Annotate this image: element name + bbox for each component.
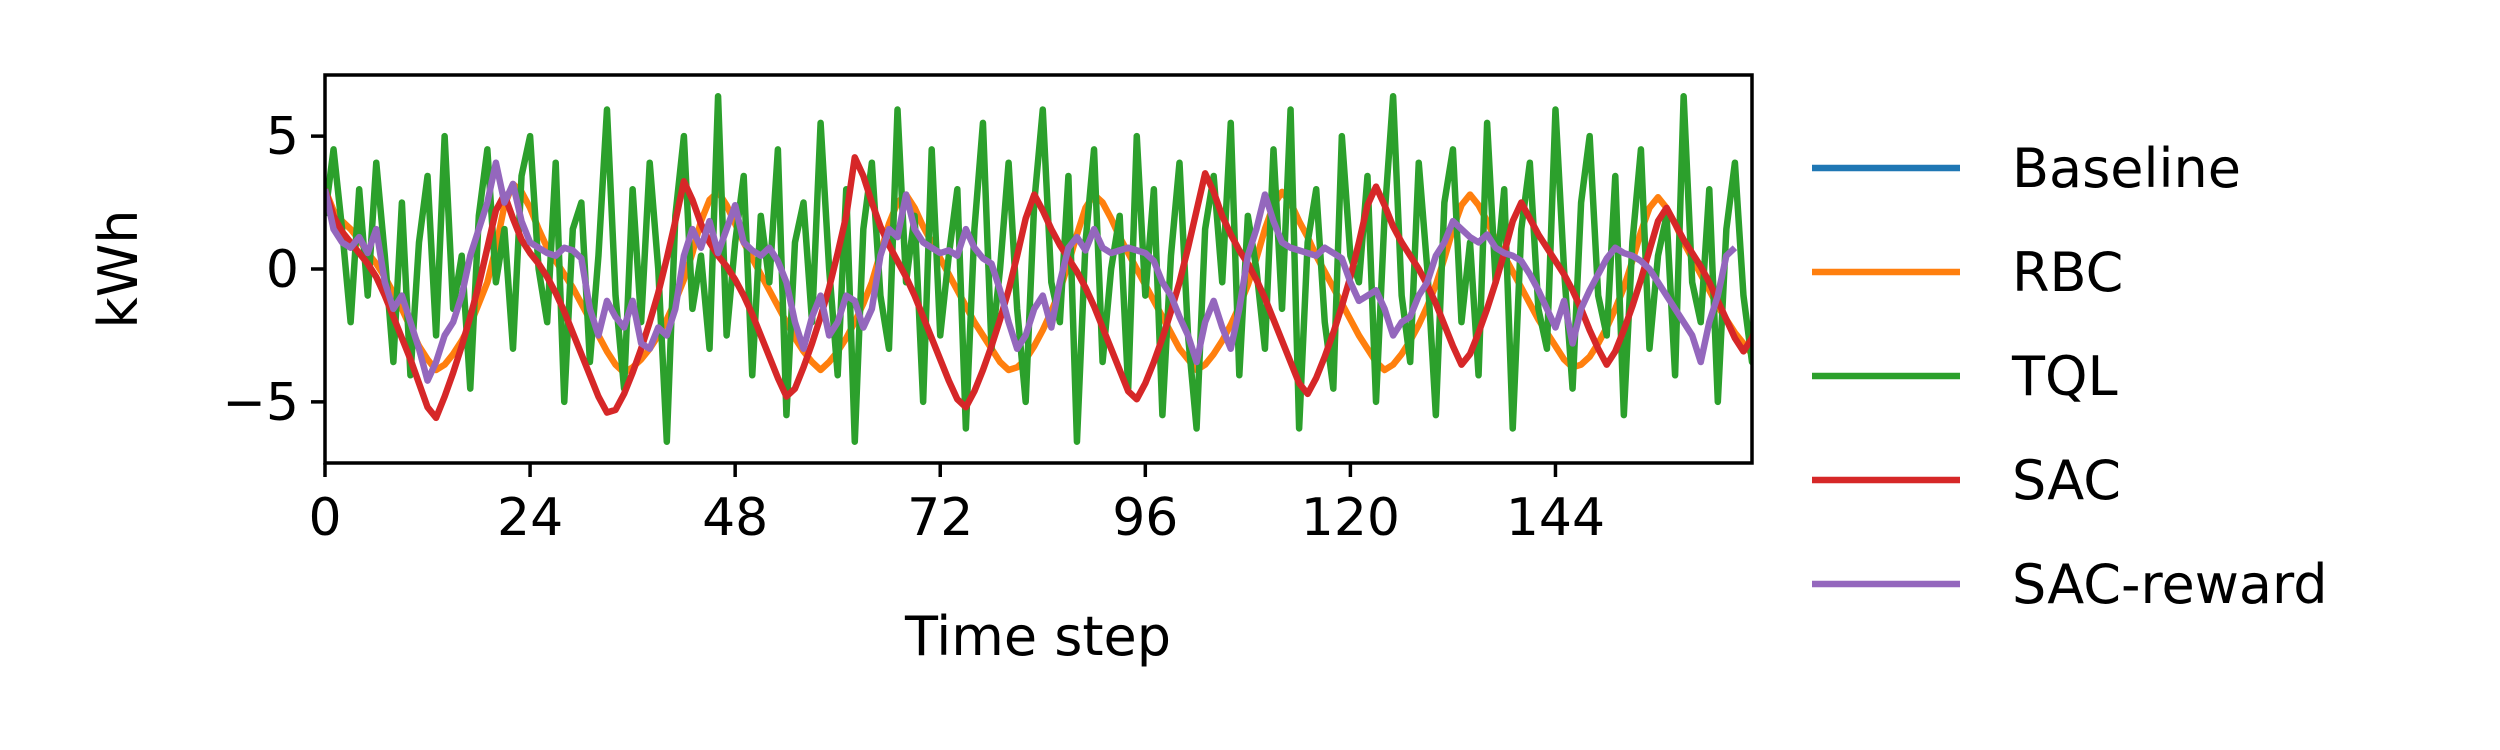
x-tick-label: 24 <box>497 488 563 548</box>
y-tick-label: 5 <box>266 107 299 167</box>
x-tick-label: 96 <box>1112 488 1178 548</box>
series-layer <box>325 93 1752 445</box>
x-tick-label: 144 <box>1506 488 1605 548</box>
x-tick-label: 0 <box>308 488 341 548</box>
legend-label-sac-reward: SAC-reward <box>2012 553 2327 616</box>
series-line-sac-reward <box>325 159 1738 384</box>
x-tick-label: 48 <box>702 488 768 548</box>
series-lines <box>325 93 1752 445</box>
y-axis-ticks: −5 0 5 <box>222 107 325 433</box>
x-tick-label: 72 <box>907 488 973 548</box>
y-tick-label: 0 <box>266 240 299 300</box>
y-axis-label: kWh <box>87 210 150 329</box>
y-tick-label: −5 <box>222 373 299 433</box>
x-axis-ticks: 0 24 48 72 96 120 144 <box>308 463 1605 548</box>
legend-label-rbc: RBC <box>2012 241 2123 304</box>
x-axis-label: Time step <box>904 605 1171 668</box>
legend-label-tql: TQL <box>2011 345 2118 408</box>
legend: Baseline RBC TQL SAC SAC-reward <box>1812 137 2327 616</box>
legend-label-sac: SAC <box>2012 449 2121 512</box>
legend-label-baseline: Baseline <box>2012 137 2241 200</box>
series-line-sac <box>325 154 1752 422</box>
x-tick-label: 120 <box>1301 488 1400 548</box>
